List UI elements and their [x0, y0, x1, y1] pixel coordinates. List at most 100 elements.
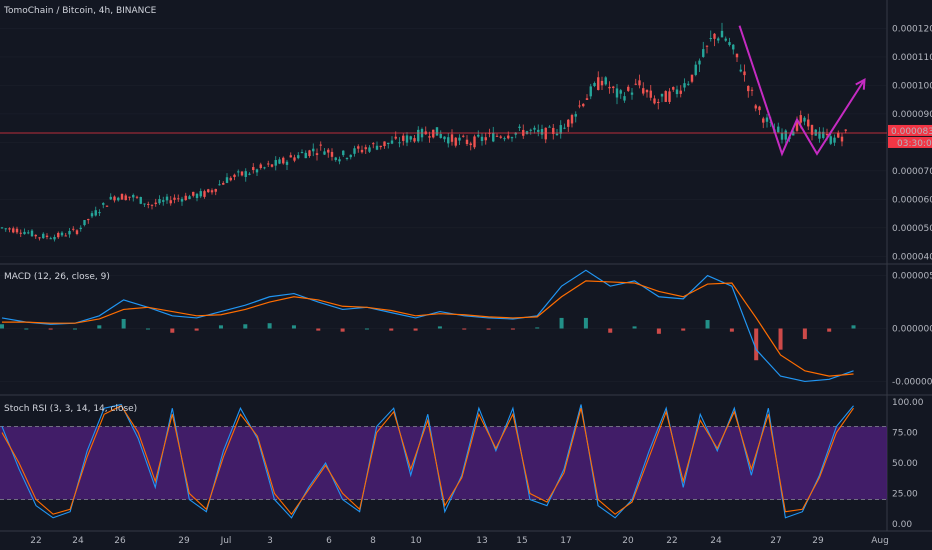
candle-body — [23, 231, 26, 235]
candle-body — [113, 196, 116, 201]
candle-body — [510, 137, 514, 139]
candle-body — [705, 45, 709, 47]
candle-body — [728, 42, 731, 45]
candle-body — [668, 91, 671, 102]
rsi-band — [0, 426, 887, 500]
candle-body — [154, 202, 157, 204]
candle-body — [724, 38, 727, 41]
candle-body — [342, 150, 345, 156]
candle-body — [353, 148, 356, 154]
time-tick-label: 20 — [622, 536, 634, 546]
candle-body — [645, 89, 649, 93]
candle-body — [477, 134, 480, 137]
candle-body — [199, 191, 202, 197]
macd-histogram-bar — [48, 328, 53, 330]
rsi-tick-label: 100.00 — [892, 398, 924, 408]
candle-body — [754, 105, 757, 109]
candle-body — [259, 164, 262, 168]
candle-body — [109, 196, 112, 200]
candle-body — [15, 228, 19, 233]
candle-body — [567, 119, 570, 127]
candle-body — [555, 133, 559, 136]
macd-histogram-bar — [802, 328, 807, 340]
time-tick-label: 13 — [476, 536, 487, 546]
candle-body — [173, 197, 176, 200]
candle-body — [825, 134, 829, 136]
candle-body — [229, 177, 232, 181]
candle-body — [578, 105, 581, 107]
price-tick-label: 0.00009000 — [892, 110, 932, 120]
candle-body — [312, 148, 315, 152]
candle-body — [124, 195, 127, 201]
candle-body — [484, 137, 487, 141]
macd-histogram-bar — [267, 323, 272, 329]
candle-body — [372, 143, 375, 145]
candle-body — [75, 230, 79, 234]
candle-body — [304, 152, 307, 159]
candle-body — [627, 86, 630, 91]
candle-body — [184, 195, 187, 201]
time-tick-label: 8 — [370, 536, 376, 546]
candle-body — [364, 147, 367, 150]
candle-body — [240, 171, 244, 176]
macd-histogram-bar — [364, 328, 369, 330]
candle-body — [222, 182, 225, 185]
macd-histogram-bar — [462, 328, 467, 330]
candle-body — [495, 135, 499, 137]
time-tick-label: 29 — [812, 536, 824, 546]
candle-body — [428, 136, 431, 138]
macd-histogram-bar — [559, 317, 564, 329]
candle-body — [638, 80, 641, 86]
candle-body — [443, 136, 446, 140]
candle-body — [105, 205, 109, 207]
countdown-label: 03:30:09 — [897, 139, 932, 149]
candle-body — [608, 86, 611, 89]
candle-body — [589, 86, 592, 97]
candle-body — [803, 117, 806, 122]
price-tick-label: 0.00010000 — [892, 81, 932, 91]
candle-body — [660, 93, 664, 97]
candle-body — [582, 103, 585, 107]
time-tick-label: 15 — [516, 536, 527, 546]
macd-histogram-bar — [827, 328, 832, 332]
candle-body — [615, 88, 619, 98]
candle-body — [270, 164, 274, 167]
macd-histogram-bar — [583, 317, 588, 329]
price-tick-label: 0.00005000 — [892, 224, 932, 234]
candle-body — [0, 227, 4, 229]
candle-body — [634, 83, 637, 85]
macd-histogram-bar — [851, 325, 856, 329]
candle-body — [439, 133, 442, 138]
candle-body — [818, 131, 821, 139]
candle-body — [672, 87, 675, 90]
price-tick-label: 0.00006000 — [892, 195, 932, 205]
candle-body — [57, 232, 60, 238]
candle-body — [630, 92, 634, 95]
candle-body — [94, 210, 97, 216]
candle-body — [244, 171, 247, 177]
candle-body — [368, 147, 371, 152]
candle-body — [27, 232, 30, 234]
candle-body — [45, 235, 49, 238]
candle-body — [308, 150, 311, 157]
candle-body — [417, 129, 420, 142]
candle-body — [68, 230, 71, 235]
macd-histogram-bar — [681, 328, 686, 331]
macd-histogram-bar — [389, 328, 394, 331]
time-tick-label: Jul — [220, 536, 232, 546]
macd-tick-label: 0.00000000 — [892, 325, 932, 335]
macd-histogram-bar — [340, 328, 345, 332]
candle-body — [117, 197, 120, 201]
candle-body — [792, 131, 795, 136]
candle-body — [743, 71, 746, 76]
candle-body — [360, 149, 364, 153]
candle-body — [323, 151, 326, 155]
last-price-label: 0.00008331 — [891, 127, 932, 137]
candle-body — [473, 136, 476, 148]
time-tick-label: 29 — [178, 536, 190, 546]
candle-body — [263, 167, 266, 169]
candle-body — [42, 233, 45, 239]
candle-body — [507, 135, 510, 139]
candle-body — [8, 228, 11, 230]
macd-histogram-bar — [97, 325, 102, 329]
